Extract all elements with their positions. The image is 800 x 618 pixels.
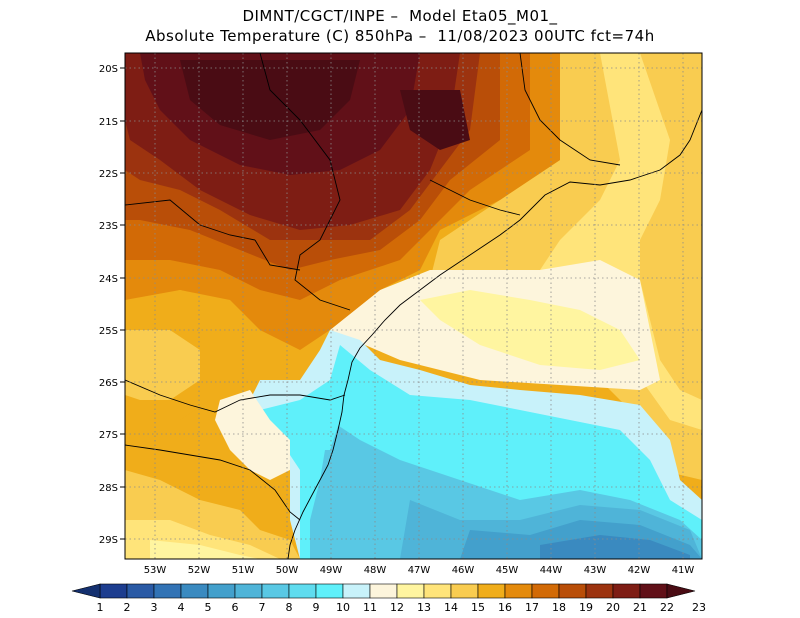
colorbar-label: 13 [417, 601, 431, 614]
chart-title-line1: DIMNT/CGCT/INPE – Model Eta05_M01_ [242, 7, 558, 25]
colorbar-swatch [369, 583, 398, 599]
colorbar-swatch [585, 583, 614, 599]
colorbar-swatch [261, 583, 290, 599]
lon-label: 51W [232, 565, 255, 576]
colorbar-label: 9 [313, 601, 320, 614]
colorbar-swatch [396, 583, 425, 599]
lon-label: 49W [320, 565, 343, 576]
lon-label: 44W [540, 565, 563, 576]
colorbar-swatch [288, 583, 317, 599]
colorbar-label: 10 [336, 601, 350, 614]
colorbar-label: 15 [471, 601, 485, 614]
colorbar-label: 22 [660, 601, 674, 614]
lon-tick-labels: 53W 52W 51W 50W 49W 48W 47W 46W 45W 44W … [144, 565, 695, 576]
lon-label: 43W [584, 565, 607, 576]
lon-label: 53W [144, 565, 167, 576]
lat-label: 25S [99, 326, 118, 337]
colorbar-label: 2 [124, 601, 131, 614]
lat-label: 22S [99, 169, 118, 180]
colorbar-label: 20 [606, 601, 620, 614]
colorbar-high-arrow [666, 583, 696, 599]
colorbar-label: 11 [363, 601, 377, 614]
colorbar-swatch [423, 583, 452, 599]
lat-label: 24S [99, 274, 118, 285]
colorbar-label: 3 [151, 601, 158, 614]
colorbar-label: 23 [692, 601, 706, 614]
lon-label: 42W [628, 565, 651, 576]
lat-label: 29S [99, 535, 118, 546]
colorbar-swatch [180, 583, 209, 599]
colorbar-label: 18 [552, 601, 566, 614]
colorbar-swatch [99, 583, 128, 599]
colorbar [71, 583, 696, 599]
colorbar-swatch [558, 583, 587, 599]
lon-label: 48W [364, 565, 387, 576]
colorbar-swatch [612, 583, 641, 599]
colorbar-low-arrow [71, 583, 101, 599]
lat-tick-marks [120, 67, 125, 540]
colorbar-labels: 1 2 3 4 5 6 7 8 9 10 11 12 13 14 15 16 1… [97, 601, 707, 614]
colorbar-swatch [504, 583, 533, 599]
colorbar-swatch [207, 583, 236, 599]
colorbar-label: 8 [286, 601, 293, 614]
lat-label: 23S [99, 221, 118, 232]
colorbar-swatch [126, 583, 155, 599]
plot-frame [124, 52, 703, 560]
colorbar-label: 5 [205, 601, 212, 614]
colorbar-swatch [477, 583, 506, 599]
lon-label: 41W [672, 565, 695, 576]
lat-label: 27S [99, 430, 118, 441]
lat-label: 20S [99, 64, 118, 75]
lon-label: 50W [276, 565, 299, 576]
colorbar-label: 1 [97, 601, 104, 614]
colorbar-swatch [153, 583, 182, 599]
colorbar-swatch [234, 583, 263, 599]
colorbar-label: 4 [178, 601, 185, 614]
lon-label: 45W [496, 565, 519, 576]
lat-label: 26S [99, 378, 118, 389]
colorbar-label: 14 [444, 601, 458, 614]
colorbar-swatch [531, 583, 560, 599]
lon-label: 46W [452, 565, 475, 576]
colorbar-swatch [639, 583, 668, 599]
chart-title-line2: Absolute Temperature (C) 850hPa – 11/08/… [145, 27, 655, 45]
temperature-field [125, 53, 702, 559]
colorbar-label: 12 [390, 601, 404, 614]
lon-label: 52W [188, 565, 211, 576]
colorbar-label: 16 [498, 601, 512, 614]
lat-tick-labels: 20S 21S 22S 23S 24S 25S 26S 27S 28S 29S [99, 64, 118, 546]
colorbar-label: 21 [633, 601, 647, 614]
lon-label: 47W [408, 565, 431, 576]
colorbar-label: 17 [525, 601, 539, 614]
colorbar-swatch [342, 583, 371, 599]
map-grid [125, 53, 702, 559]
lat-label: 28S [99, 483, 118, 494]
colorbar-label: 7 [259, 601, 266, 614]
lat-label: 21S [99, 117, 118, 128]
colorbar-swatch [315, 583, 344, 599]
colorbar-label: 6 [232, 601, 239, 614]
colorbar-swatch [450, 583, 479, 599]
colorbar-label: 19 [579, 601, 593, 614]
coastline-borders [125, 53, 702, 559]
